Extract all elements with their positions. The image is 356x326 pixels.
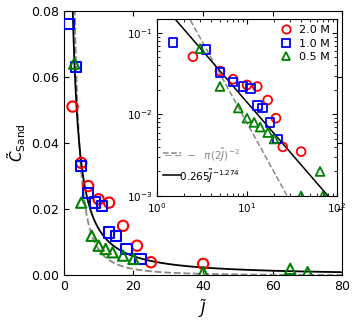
Point bbox=[120, 223, 126, 229]
Point bbox=[66, 21, 72, 26]
Point bbox=[96, 197, 101, 202]
Point bbox=[70, 104, 75, 109]
Point bbox=[120, 253, 126, 258]
Point bbox=[85, 184, 91, 189]
Y-axis label: $\tilde{C}_{\mathrm{Sand}}$: $\tilde{C}_{\mathrm{Sand}}$ bbox=[6, 124, 28, 162]
Point bbox=[131, 256, 136, 261]
Point bbox=[134, 243, 140, 248]
Point bbox=[113, 233, 119, 238]
Point bbox=[110, 250, 115, 255]
Point bbox=[103, 246, 109, 252]
Point bbox=[73, 64, 79, 69]
Point bbox=[200, 261, 206, 267]
Point bbox=[85, 190, 91, 195]
Point bbox=[96, 243, 101, 248]
Point bbox=[305, 270, 310, 275]
Point bbox=[78, 160, 84, 166]
Point bbox=[106, 200, 112, 205]
Point bbox=[72, 61, 77, 66]
Point bbox=[99, 203, 105, 209]
Point bbox=[148, 259, 154, 265]
Point bbox=[106, 230, 112, 235]
Point bbox=[78, 164, 84, 169]
X-axis label: $\tilde{J}$: $\tilde{J}$ bbox=[198, 298, 208, 320]
Point bbox=[78, 200, 84, 205]
Point bbox=[89, 233, 95, 238]
Point bbox=[200, 270, 206, 275]
Point bbox=[287, 266, 293, 272]
Point bbox=[124, 246, 129, 252]
Point bbox=[92, 200, 98, 205]
Point bbox=[137, 256, 143, 261]
